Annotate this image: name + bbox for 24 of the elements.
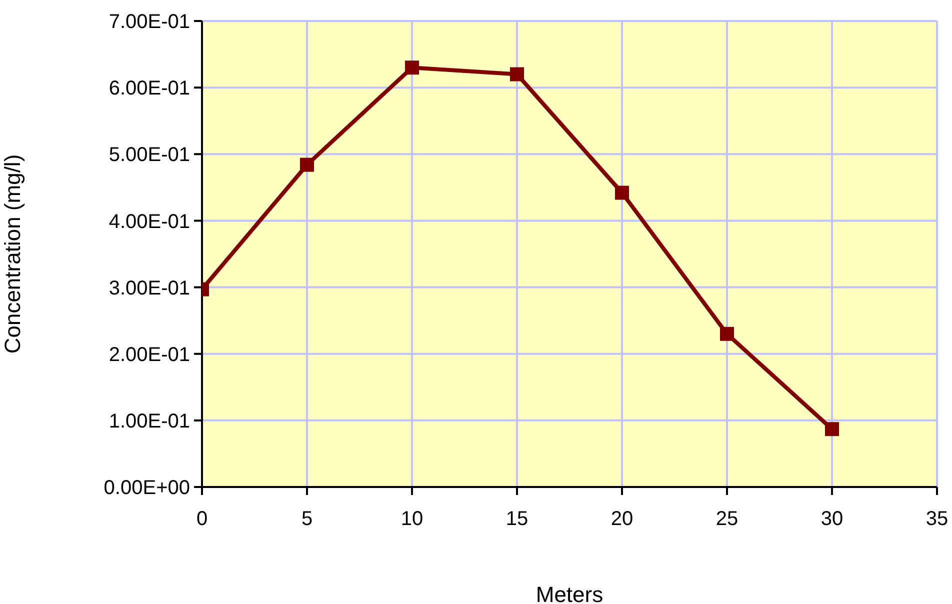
y-tick-label: 5.00E-01 xyxy=(108,144,190,166)
y-tick-label: 6.00E-01 xyxy=(108,78,190,100)
y-tick-label: 4.00E-01 xyxy=(108,210,190,233)
x-tick-label: 30 xyxy=(820,508,844,530)
x-tick-label: 25 xyxy=(716,508,738,530)
point xyxy=(720,326,734,341)
point xyxy=(405,60,419,75)
x-tick-label: 20 xyxy=(610,508,634,530)
x-axis-title: Meters xyxy=(536,582,604,604)
x-tick-label: 0 xyxy=(196,508,208,530)
y-axis-title: Concentration (mg/l) xyxy=(0,154,25,354)
x-tick-label: 5 xyxy=(301,508,313,530)
y-tick-label: 2.00E-01 xyxy=(108,344,190,366)
x-tick-label: 10 xyxy=(400,508,424,530)
x-tick-label: 35 xyxy=(926,508,948,530)
point xyxy=(615,186,629,200)
y-tick-label: 7.00E-01 xyxy=(108,11,190,34)
point xyxy=(825,422,839,436)
y-tick-label: 3.00E-01 xyxy=(108,277,190,300)
y-tick-label: 0.00E+00 xyxy=(104,477,190,500)
point xyxy=(300,158,314,172)
y-tick-label: 1.00E-01 xyxy=(108,410,190,433)
x-tick-label: 15 xyxy=(506,508,528,530)
point xyxy=(510,67,524,82)
